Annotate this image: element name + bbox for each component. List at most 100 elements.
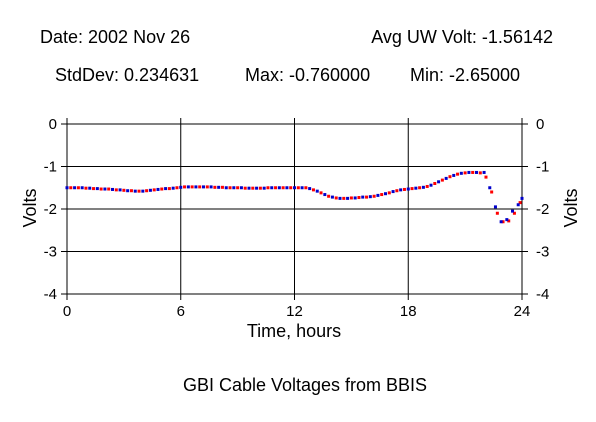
data-point — [429, 183, 433, 187]
data-point — [293, 186, 296, 190]
data-point — [518, 201, 522, 205]
data-point — [421, 185, 425, 189]
data-point — [425, 184, 429, 188]
data-point — [205, 185, 209, 189]
data-point — [456, 172, 460, 176]
data-point — [505, 218, 509, 222]
y-tick-label-right: -4 — [536, 286, 549, 303]
data-point — [186, 185, 190, 189]
x-tick-label: 12 — [286, 303, 303, 320]
data-point — [507, 219, 511, 223]
data-point — [194, 185, 198, 189]
data-point — [353, 196, 357, 200]
data-point — [88, 186, 92, 190]
data-point — [175, 186, 179, 190]
data-point — [452, 173, 456, 177]
data-point — [308, 187, 312, 191]
data-point — [209, 185, 213, 189]
data-point — [440, 178, 444, 182]
axis-ticks — [61, 118, 528, 300]
data-point — [95, 187, 99, 191]
data-point — [255, 186, 259, 190]
data-point — [387, 191, 391, 195]
data-point — [73, 186, 77, 190]
data-point — [380, 193, 384, 197]
data-point — [76, 186, 80, 190]
data-point — [266, 186, 270, 190]
x-tick-label: 24 — [514, 303, 531, 320]
x-tick-label: 18 — [400, 303, 417, 320]
data-point — [334, 196, 338, 200]
data-point — [198, 185, 202, 189]
data-point — [141, 189, 145, 193]
data-point — [167, 187, 171, 191]
data-points — [65, 170, 524, 224]
data-point — [107, 187, 111, 191]
grid-lines — [66, 123, 523, 295]
data-point — [300, 186, 304, 190]
header-max: Max: -0.760000 — [245, 65, 370, 85]
data-point — [202, 185, 205, 189]
data-point — [511, 209, 515, 213]
data-point — [220, 185, 224, 189]
data-point — [467, 170, 471, 174]
y-tick-label-right: 0 — [536, 116, 544, 133]
data-point — [126, 189, 130, 193]
x-tick-label: 0 — [63, 303, 71, 320]
data-point — [190, 185, 194, 189]
data-point — [152, 188, 156, 192]
data-point — [484, 175, 488, 179]
data-point — [111, 187, 114, 191]
header-stddev: StdDev: 0.234631 — [55, 65, 199, 85]
y-tick-label-right: -3 — [536, 244, 549, 261]
data-point — [289, 186, 293, 190]
y-axis-label-left: Volts — [20, 188, 40, 227]
data-point — [274, 186, 278, 190]
data-point — [478, 171, 482, 175]
y-tick-label-left: -3 — [44, 244, 57, 261]
data-point — [361, 195, 365, 199]
data-point — [414, 186, 418, 190]
data-point — [376, 193, 380, 197]
data-point — [228, 186, 232, 190]
data-point — [463, 171, 467, 175]
data-point — [148, 188, 152, 192]
data-point — [145, 189, 149, 193]
data-point — [232, 186, 236, 190]
data-point — [323, 193, 327, 197]
data-point — [114, 188, 118, 192]
data-point — [475, 170, 478, 174]
data-point — [247, 186, 251, 190]
data-point — [122, 188, 126, 192]
data-point — [315, 189, 319, 193]
y-tick-label-left: -2 — [44, 201, 57, 218]
data-point — [84, 186, 88, 190]
data-point — [281, 186, 285, 190]
data-point — [384, 192, 387, 196]
data-point — [444, 176, 448, 180]
data-point — [512, 211, 516, 215]
data-point — [224, 186, 228, 190]
data-point — [183, 185, 187, 189]
y-tick-label-right: -1 — [536, 159, 549, 176]
data-point — [520, 196, 524, 200]
data-point — [319, 191, 323, 195]
data-point — [330, 195, 334, 199]
y-tick-label-left: -1 — [44, 159, 57, 176]
data-point — [346, 196, 350, 200]
data-point — [179, 185, 183, 189]
y-tick-label-left: -4 — [44, 286, 57, 303]
data-point — [92, 187, 96, 191]
data-point — [243, 186, 247, 190]
data-point — [213, 185, 217, 189]
tick-labels: 0 6 12 18 24 0 0 -1 -1 -2 -2 -3 -3 -4 -4 — [44, 116, 550, 320]
data-point — [217, 185, 221, 189]
data-point — [160, 187, 164, 191]
header-date: Date: 2002 Nov 26 — [40, 27, 190, 47]
data-point — [118, 188, 122, 192]
data-point — [433, 182, 437, 185]
data-point — [368, 195, 372, 199]
data-point — [495, 211, 499, 215]
y-tick-label-left: 0 — [49, 116, 57, 133]
